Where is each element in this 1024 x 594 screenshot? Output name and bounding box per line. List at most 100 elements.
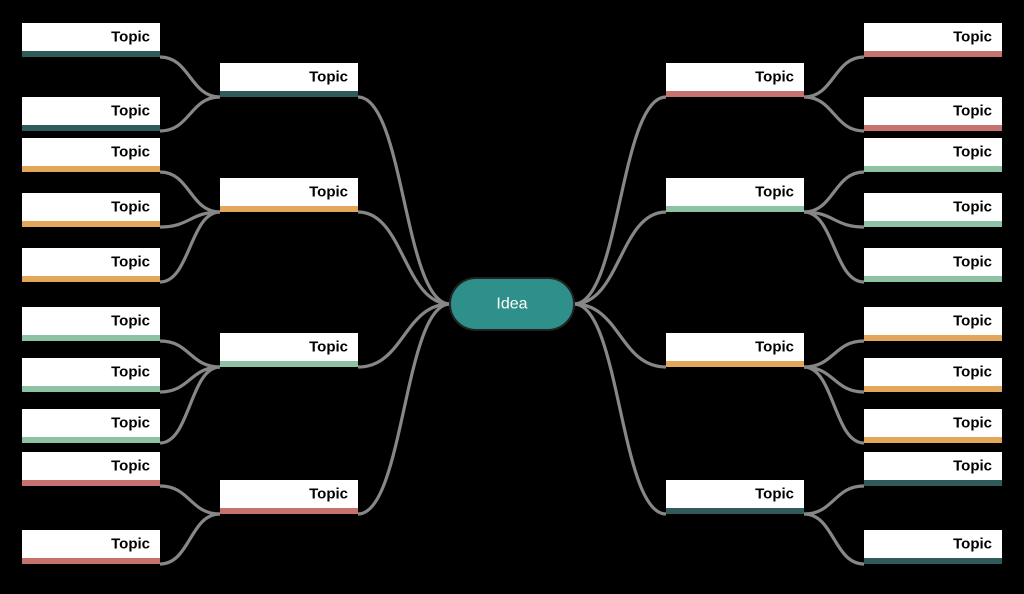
leaf-node: Topic bbox=[864, 307, 1002, 341]
edge-mid-leaf bbox=[160, 341, 220, 367]
edge-mid-leaf bbox=[160, 97, 220, 131]
edge-mid-leaf bbox=[160, 514, 220, 564]
leaf-node: Topic bbox=[22, 530, 160, 564]
node-underline bbox=[220, 206, 358, 212]
node-label: Topic bbox=[953, 536, 992, 553]
node-underline bbox=[22, 276, 160, 282]
node-label: Topic bbox=[309, 184, 348, 201]
node-label: Topic bbox=[111, 536, 150, 553]
edge-mid-leaf bbox=[804, 341, 864, 367]
edge-center-mid bbox=[358, 212, 450, 304]
edge-mid-leaf bbox=[804, 97, 864, 131]
node-underline bbox=[864, 480, 1002, 486]
node-underline bbox=[864, 386, 1002, 392]
mid-node: Topic bbox=[666, 178, 804, 212]
node-label: Topic bbox=[111, 254, 150, 271]
mindmap-canvas: Topic Topic Topic Topic Topic Topic Topic Topic… bbox=[0, 0, 1024, 594]
node-label: Topic bbox=[755, 486, 794, 503]
node-label: Topic bbox=[309, 69, 348, 86]
center-node: Idea bbox=[450, 278, 574, 330]
node-label: Topic bbox=[755, 339, 794, 356]
node-label: Topic bbox=[755, 69, 794, 86]
mid-node: Topic bbox=[220, 333, 358, 367]
leaf-node: Topic bbox=[864, 530, 1002, 564]
edge-mid-leaf bbox=[804, 514, 864, 564]
node-underline bbox=[864, 276, 1002, 282]
leaf-node: Topic bbox=[864, 138, 1002, 172]
leaf-node: Topic bbox=[864, 358, 1002, 392]
node-label: Topic bbox=[953, 254, 992, 271]
node-label: Topic bbox=[111, 364, 150, 381]
edge-mid-leaf bbox=[804, 57, 864, 97]
node-label: Topic bbox=[111, 103, 150, 120]
node-label: Topic bbox=[953, 313, 992, 330]
node-underline bbox=[666, 91, 804, 97]
edge-mid-leaf bbox=[160, 212, 220, 282]
node-underline bbox=[864, 437, 1002, 443]
node-label: Topic bbox=[111, 415, 150, 432]
leaf-node: Topic bbox=[864, 23, 1002, 57]
node-underline bbox=[22, 125, 160, 131]
node-underline bbox=[864, 51, 1002, 57]
mid-node: Topic bbox=[220, 480, 358, 514]
leaf-node: Topic bbox=[22, 97, 160, 131]
node-underline bbox=[22, 166, 160, 172]
node-label: Topic bbox=[111, 29, 150, 46]
node-underline bbox=[864, 125, 1002, 131]
edge-mid-leaf bbox=[804, 486, 864, 514]
node-underline bbox=[864, 335, 1002, 341]
mid-node: Topic bbox=[220, 63, 358, 97]
leaf-node: Topic bbox=[864, 452, 1002, 486]
node-underline bbox=[666, 508, 804, 514]
leaf-node: Topic bbox=[22, 452, 160, 486]
leaf-node: Topic bbox=[22, 248, 160, 282]
center-label: Idea bbox=[496, 296, 527, 313]
node-underline bbox=[22, 437, 160, 443]
node-underline bbox=[864, 166, 1002, 172]
mid-node: Topic bbox=[666, 480, 804, 514]
node-label: Topic bbox=[309, 339, 348, 356]
edge-mid-leaf bbox=[160, 172, 220, 212]
leaf-node: Topic bbox=[864, 248, 1002, 282]
node-label: Topic bbox=[111, 199, 150, 216]
node-label: Topic bbox=[953, 415, 992, 432]
leaf-node: Topic bbox=[22, 409, 160, 443]
node-underline bbox=[22, 335, 160, 341]
node-underline bbox=[666, 206, 804, 212]
node-underline bbox=[220, 508, 358, 514]
edge-center-mid bbox=[358, 97, 450, 304]
leaf-node: Topic bbox=[22, 138, 160, 172]
node-underline bbox=[864, 221, 1002, 227]
node-label: Topic bbox=[755, 184, 794, 201]
node-label: Topic bbox=[953, 458, 992, 475]
node-underline bbox=[22, 221, 160, 227]
leaf-node: Topic bbox=[864, 409, 1002, 443]
node-label: Topic bbox=[953, 144, 992, 161]
edge-center-mid bbox=[574, 97, 666, 304]
node-underline bbox=[864, 558, 1002, 564]
node-underline bbox=[22, 558, 160, 564]
node-label: Topic bbox=[111, 458, 150, 475]
node-label: Topic bbox=[953, 199, 992, 216]
node-underline bbox=[22, 386, 160, 392]
edge-center-mid bbox=[574, 212, 666, 304]
node-underline bbox=[220, 91, 358, 97]
edge-mid-leaf bbox=[804, 172, 864, 212]
node-label: Topic bbox=[309, 486, 348, 503]
node-underline bbox=[666, 361, 804, 367]
node-label: Topic bbox=[111, 144, 150, 161]
leaf-node: Topic bbox=[22, 358, 160, 392]
mid-node: Topic bbox=[220, 178, 358, 212]
leaf-node: Topic bbox=[22, 23, 160, 57]
node-underline bbox=[22, 480, 160, 486]
node-underline bbox=[22, 51, 160, 57]
edge-mid-leaf bbox=[804, 212, 864, 282]
edge-mid-leaf bbox=[160, 57, 220, 97]
node-label: Topic bbox=[953, 364, 992, 381]
nodes-layer: Topic Topic Topic Topic Topic Topic Topic Topic… bbox=[22, 23, 1002, 564]
node-underline bbox=[220, 361, 358, 367]
node-label: Topic bbox=[953, 103, 992, 120]
node-label: Topic bbox=[953, 29, 992, 46]
leaf-node: Topic bbox=[22, 307, 160, 341]
leaf-node: Topic bbox=[864, 193, 1002, 227]
